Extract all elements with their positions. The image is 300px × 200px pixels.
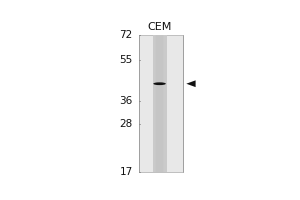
Bar [153,35,166,172]
Text: 28: 28 [120,119,133,129]
Text: 55: 55 [120,55,133,65]
Text: 36: 36 [120,96,133,106]
Bar [139,35,183,172]
Bar [156,35,163,172]
Polygon shape [186,80,196,87]
Text: CEM: CEM [147,22,172,32]
Text: 17: 17 [120,167,133,177]
Bar [153,35,166,172]
Bar [155,35,164,172]
Ellipse shape [153,82,166,85]
Text: 72: 72 [120,30,133,40]
